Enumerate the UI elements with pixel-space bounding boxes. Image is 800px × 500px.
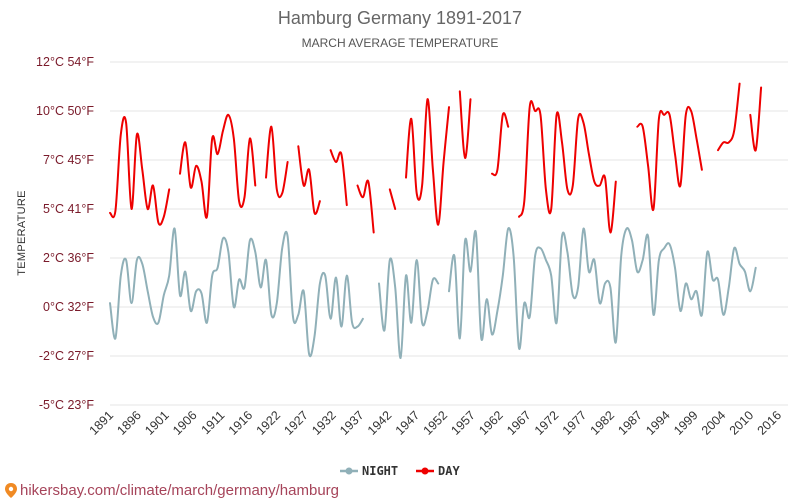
grid-lines <box>110 61 788 406</box>
legend-item-night[interactable]: NIGHT <box>340 464 398 478</box>
location-pin-icon <box>5 483 17 498</box>
x-tick-label: 2010 <box>727 408 757 438</box>
x-tick-label: 1972 <box>532 408 562 438</box>
x-tick-label: 1891 <box>87 408 117 438</box>
x-tick-label: 2016 <box>755 408 785 438</box>
day-series-line-segment-13 <box>749 86 763 152</box>
night-series-line-segment-2 <box>448 227 757 350</box>
series-lines <box>109 82 763 360</box>
legend-item-day[interactable]: DAY <box>416 464 460 478</box>
x-tick-label: 1896 <box>114 408 144 438</box>
y-axis-label: TEMPERATURE <box>16 190 28 276</box>
x-tick-label: 1994 <box>643 408 673 438</box>
source-link[interactable]: hikersbay.com/climate/march/germany/hamb… <box>5 482 339 499</box>
x-tick-label: 1987 <box>615 408 645 438</box>
day-series-line-segment-12 <box>717 82 741 152</box>
x-tick-label: 1932 <box>309 408 339 438</box>
day-series-line-segment-7 <box>405 98 450 226</box>
day-series-line-segment-9 <box>491 112 510 177</box>
y-tick-label: 7°C 45°F <box>43 153 94 167</box>
y-tick-label: -5°C 23°F <box>39 398 95 412</box>
y-tick-label: 2°C 36°F <box>43 251 94 265</box>
source-url[interactable]: hikersbay.com/climate/march/germany/hamb… <box>20 482 339 499</box>
day-series-line-segment-10 <box>518 100 617 234</box>
night-series-line-segment-0 <box>109 227 364 358</box>
x-tick-label: 1947 <box>393 408 423 438</box>
day-series-line-segment-8 <box>458 90 472 160</box>
day-series-line-segment-2 <box>265 125 289 199</box>
y-tick-label: 12°C 54°F <box>36 55 94 69</box>
day-series-line-segment-0 <box>109 116 171 226</box>
x-tick-label: 1927 <box>281 408 311 438</box>
legend[interactable]: NIGHT DAY <box>340 464 460 478</box>
legend-night-label: NIGHT <box>362 464 398 478</box>
x-tick-label: 1952 <box>421 408 451 438</box>
x-axis-ticks: 1891189619011906191119161922192719321937… <box>87 408 785 438</box>
x-tick-label: 1999 <box>671 408 701 438</box>
day-series-line-segment-1 <box>179 113 257 219</box>
day-series-line-segment-4 <box>329 149 348 207</box>
x-tick-label: 1942 <box>365 408 395 438</box>
legend-day-label: DAY <box>438 464 460 478</box>
x-tick-label: 1982 <box>588 408 618 438</box>
x-tick-label: 1937 <box>337 408 367 438</box>
x-tick-label: 1967 <box>504 408 534 438</box>
y-axis-ticks: 12°C 54°F 10°C 50°F 7°C 45°F 5°C 41°F 2°C 36… <box>36 55 94 412</box>
chart-title: Hamburg Germany 1891-2017 <box>278 8 522 28</box>
x-tick-label: 1977 <box>560 408 590 438</box>
x-tick-label: 1901 <box>142 408 172 438</box>
x-tick-label: 2004 <box>699 408 729 438</box>
y-tick-label: -2°C 27°F <box>39 349 95 363</box>
legend-day-marker <box>421 467 429 475</box>
x-tick-label: 1916 <box>226 408 256 438</box>
x-tick-label: 1962 <box>476 408 506 438</box>
legend-night-marker <box>345 467 353 475</box>
night-series-line-segment-1 <box>378 257 440 360</box>
day-series-line-segment-6 <box>388 188 397 210</box>
chart-subtitle: MARCH AVERAGE TEMPERATURE <box>302 36 499 50</box>
day-series-line-segment-3 <box>297 145 321 215</box>
y-tick-label: 5°C 41°F <box>43 202 94 216</box>
y-tick-label: 10°C 50°F <box>36 104 94 118</box>
x-tick-label: 1957 <box>448 408 478 438</box>
x-tick-label: 1906 <box>170 408 200 438</box>
x-tick-label: 1911 <box>199 408 228 437</box>
day-series-line-segment-11 <box>636 105 703 211</box>
day-series-line-segment-5 <box>356 179 375 234</box>
x-tick-label: 1922 <box>254 408 284 438</box>
y-tick-label: 0°C 32°F <box>43 300 94 314</box>
